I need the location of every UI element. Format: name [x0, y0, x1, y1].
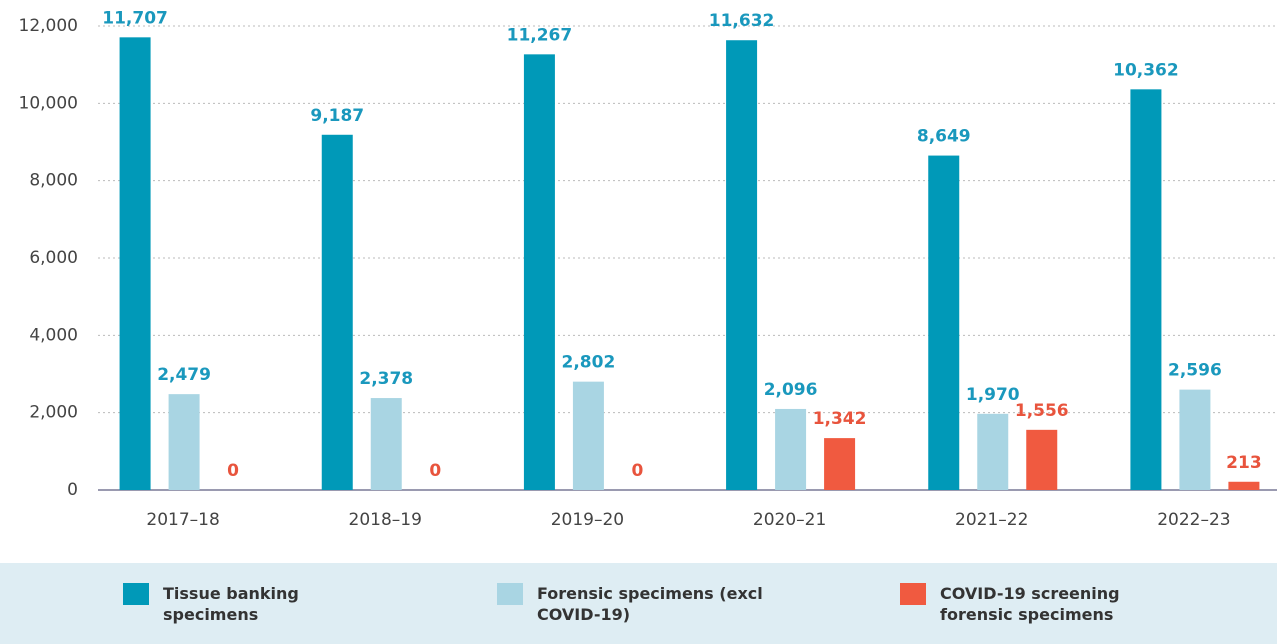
value-label: 2,802 [562, 353, 616, 373]
value-label: 1,556 [1015, 401, 1069, 421]
legend-label: Forensic specimens (excl COVID-19) [537, 584, 763, 624]
bar [370, 398, 402, 490]
value-label: 11,707 [102, 8, 168, 28]
x-tick-label: 2018–19 [349, 510, 422, 530]
value-label: 0 [631, 461, 643, 481]
value-label: 11,632 [709, 11, 775, 31]
bar [1026, 429, 1058, 490]
bar [824, 438, 856, 490]
legend-label: COVID-19 screening forensic specimens [940, 584, 1120, 624]
legend-swatch [123, 583, 149, 605]
x-tick-label: 2020–21 [753, 510, 826, 530]
legend-swatch [497, 583, 523, 605]
value-label: 0 [227, 461, 239, 481]
y-tick-label: 6,000 [29, 248, 78, 268]
value-label: 1,970 [966, 385, 1020, 405]
bar [977, 413, 1009, 490]
bar [1179, 389, 1211, 490]
value-label: 10,362 [1113, 60, 1179, 80]
value-label: 2,096 [764, 380, 818, 400]
y-tick-label: 10,000 [19, 93, 78, 113]
bar [1228, 481, 1260, 490]
x-tick-label: 2021–22 [955, 510, 1028, 530]
bar [928, 155, 960, 490]
bar [168, 394, 200, 490]
bar [726, 40, 758, 490]
x-tick-label: 2017–18 [146, 510, 219, 530]
bar [1130, 89, 1162, 490]
x-tick-label: 2022–23 [1157, 510, 1230, 530]
x-tick-label: 2019–20 [551, 510, 624, 530]
legend-entry: Forensic specimens (excl COVID-19) [497, 583, 772, 625]
value-label: 1,342 [813, 409, 867, 429]
value-label: 9,187 [310, 106, 364, 126]
bar [775, 408, 807, 490]
y-tick-label: 0 [67, 480, 78, 500]
legend-label: Tissue banking specimens [163, 584, 299, 624]
bar [321, 134, 353, 490]
legend-entry: COVID-19 screening forensic specimens [900, 583, 1175, 625]
bar [572, 381, 604, 490]
value-label: 11,267 [507, 25, 573, 45]
value-label: 8,649 [917, 127, 971, 147]
chart: 0 2,000 4,000 6,000 8,000 10,000 12,000 2017–18… [19, 8, 1277, 530]
y-tick-label: 12,000 [19, 16, 78, 36]
value-label: 2,378 [359, 369, 413, 389]
legend-entry: Tissue banking specimens [123, 583, 338, 625]
legend-swatch [900, 583, 926, 605]
bar [523, 54, 555, 491]
legend: Tissue banking specimens Forensic specime… [0, 563, 1277, 644]
value-label: 0 [429, 461, 441, 481]
y-tick-label: 4,000 [29, 325, 78, 345]
y-tick-label: 2,000 [29, 403, 78, 423]
value-label: 2,479 [157, 365, 211, 385]
value-label: 213 [1226, 453, 1262, 473]
bar [119, 37, 151, 490]
y-tick-label: 8,000 [29, 171, 78, 191]
value-label: 2,596 [1168, 361, 1222, 381]
